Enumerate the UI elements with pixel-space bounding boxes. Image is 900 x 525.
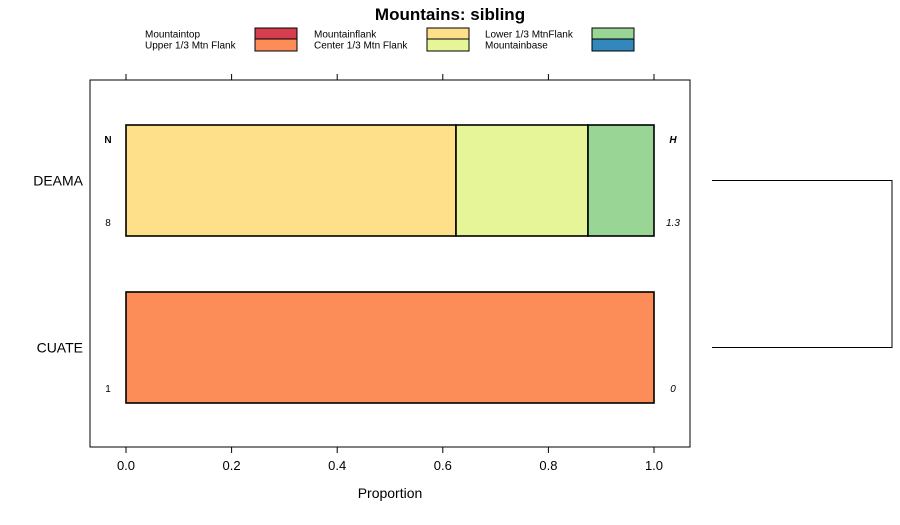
dendrogram-branch	[712, 180, 893, 348]
bar-segment	[125, 124, 457, 237]
chart-title: Mountains: sibling	[375, 5, 525, 24]
legend-label: Mountainflank	[314, 30, 377, 41]
legend-swatch	[426, 38, 470, 52]
x-tick-label: 0.2	[223, 458, 241, 473]
category-labels: DEAMA CUATE	[33, 173, 83, 356]
plot-frame	[89, 79, 691, 448]
bar-segment	[125, 291, 655, 404]
h-value: 0	[670, 384, 676, 395]
bars	[125, 124, 655, 404]
h-header: H	[669, 135, 677, 146]
n-value: 1	[105, 384, 111, 395]
y-tick-label: CUATE	[37, 340, 83, 356]
x-axis-label: Proportion	[358, 485, 423, 501]
n-value: 8	[105, 218, 111, 229]
x-tick-label: 0.6	[434, 458, 452, 473]
legend-label: Lower 1/3 MtnFlank	[485, 30, 574, 41]
legend-label: Upper 1/3 Mtn Flank	[145, 41, 237, 52]
dendrogram	[712, 180, 893, 348]
legend-label: Mountainbase	[485, 41, 548, 52]
legend-swatch	[254, 27, 298, 41]
y-tick-label: DEAMA	[33, 173, 83, 189]
legend-swatch	[254, 38, 298, 52]
x-tick-label: 0.4	[328, 458, 346, 473]
x-tick-label: 1.0	[645, 458, 663, 473]
legend-label: Center 1/3 Mtn Flank	[314, 41, 408, 52]
n-header: N	[104, 135, 111, 146]
x-tick-label: 0.0	[117, 458, 135, 473]
bar-segment	[455, 124, 589, 237]
bar-segment	[587, 124, 655, 237]
h-value: 1.3	[666, 218, 680, 229]
x-tick-label: 0.8	[539, 458, 557, 473]
legend-swatch	[591, 38, 635, 52]
x-axis: 0.0 0.2 0.4 0.6 0.8 1.0	[117, 74, 663, 473]
annotations: N H 8 1 1.3 0	[104, 135, 680, 395]
legend-swatch	[591, 27, 635, 41]
legend-swatch	[426, 27, 470, 41]
legend-label: Mountaintop	[145, 30, 200, 41]
